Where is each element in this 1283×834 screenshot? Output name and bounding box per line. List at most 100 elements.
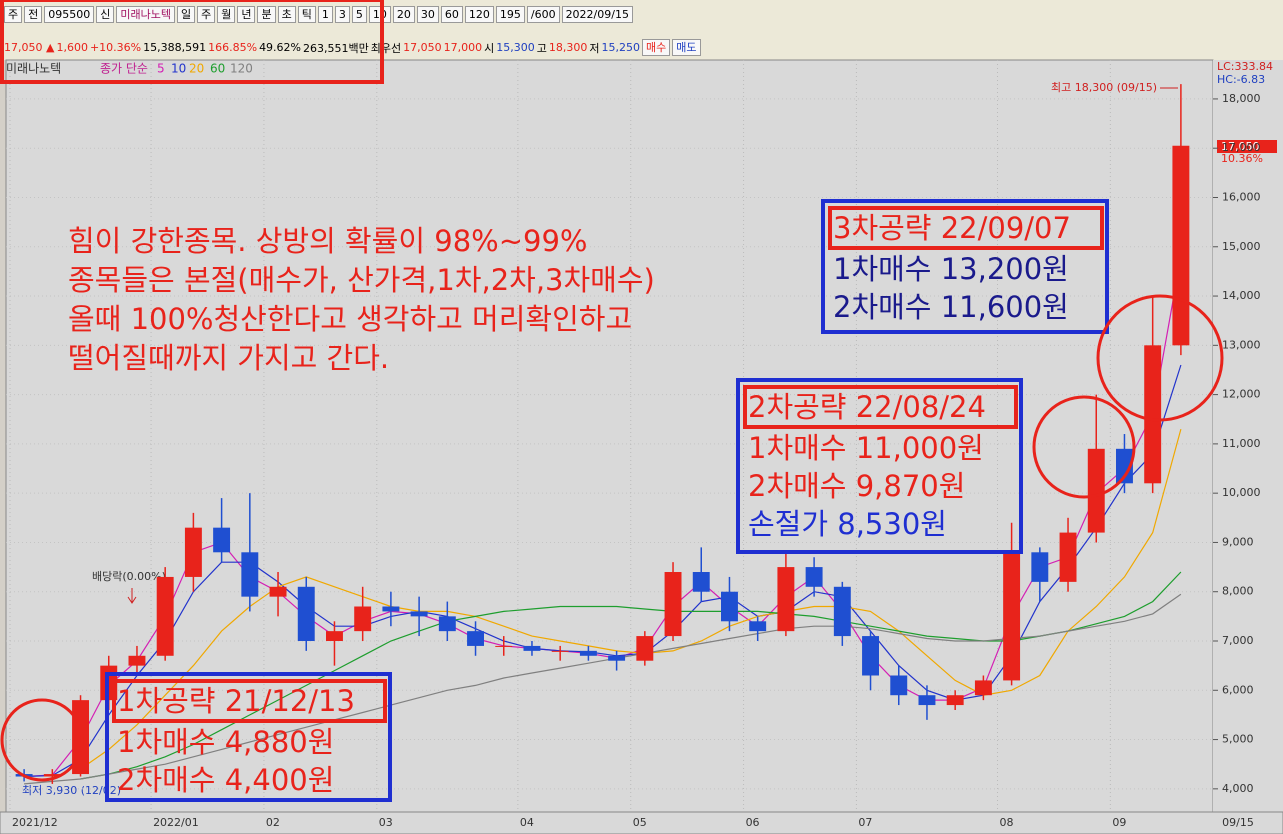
toolbar-item[interactable]: 시 xyxy=(484,41,495,55)
candle-body xyxy=(974,680,992,696)
candle-body xyxy=(692,572,710,592)
toolbar-item[interactable]: 15,250 xyxy=(601,41,641,54)
toolbar-item[interactable]: +10.36% xyxy=(89,41,142,54)
toolbar-item[interactable]: 틱 xyxy=(297,6,316,23)
callout-line: 2차매수 11,600원 xyxy=(833,290,1069,324)
toolbar-item[interactable]: 분 xyxy=(257,6,276,23)
toolbar-item[interactable]: 5 xyxy=(351,6,367,23)
callout-title-box xyxy=(112,679,387,723)
candle-body xyxy=(156,576,174,656)
callout-title-box xyxy=(743,385,1018,429)
candle-body xyxy=(890,675,908,696)
candle-body xyxy=(213,527,231,553)
x-tick-label: 05 xyxy=(633,816,647,829)
toolbar-item[interactable]: 17,000 xyxy=(443,41,483,54)
x-tick-label: 02 xyxy=(266,816,280,829)
callout-line: 1차매수 11,000원 xyxy=(748,431,984,465)
toolbar-item[interactable]: 1,600 xyxy=(56,41,88,54)
candle-body xyxy=(946,695,964,706)
toolbar-item[interactable]: 195 xyxy=(495,6,525,23)
toolbar: 주 전 095500 신 미래나노텍 일 주 월 년 분 초 틱 1 3 5 10 20 30 60 120 195/6… xyxy=(0,0,1283,60)
callout-title: 1차공략 21/12/13 xyxy=(117,684,355,718)
toolbar-item[interactable]: 고 xyxy=(536,41,547,55)
callout-box xyxy=(821,199,1109,334)
toolbar-item[interactable]: 매도 xyxy=(672,39,701,56)
candle-body xyxy=(128,655,146,666)
toolbar-item[interactable]: 1 xyxy=(317,6,333,23)
candle-body xyxy=(1144,345,1162,484)
candle-body xyxy=(636,636,654,661)
y-tick-label: 7,000 xyxy=(1222,634,1254,647)
y-tick-label: 17,000 xyxy=(1222,141,1261,154)
candle-body xyxy=(1059,532,1077,582)
toolbar-item[interactable]: 신 xyxy=(96,6,115,23)
note-line: 종목들은 본절(매수가, 산가격,1차,2차,3차매수) xyxy=(68,263,655,297)
callout-title: 3차공략 22/09/07 xyxy=(833,211,1071,245)
candle-body xyxy=(664,572,682,637)
toolbar-item[interactable]: 263,551백만 xyxy=(303,41,369,55)
toolbar-item[interactable]: 095500 xyxy=(44,6,95,23)
candle-body xyxy=(495,645,513,647)
toolbar-item[interactable]: 2022/09/15 xyxy=(561,6,633,23)
toolbar-item[interactable]: 166.85% xyxy=(208,41,258,54)
toolbar-item[interactable]: 매수 xyxy=(642,39,671,56)
toolbar-item[interactable]: /600 xyxy=(526,6,560,23)
callout-title-box xyxy=(828,206,1104,250)
y-tick-label: 5,000 xyxy=(1222,733,1254,746)
toolbar-item[interactable]: 3 xyxy=(334,6,350,23)
legend-entry: 120 xyxy=(230,62,253,76)
y-tick-label: 18,000 xyxy=(1222,92,1261,105)
toolbar-item[interactable]: 60 xyxy=(440,6,463,23)
circle xyxy=(1032,395,1136,499)
y-tick-label: 12,000 xyxy=(1222,388,1261,401)
toolbar-item[interactable]: 최우선 xyxy=(370,41,402,55)
y-tick-label: 9,000 xyxy=(1222,535,1254,548)
toolbar-item[interactable]: 17,050 ▲ xyxy=(4,41,55,54)
high-label: 최고 18,300 (09/15) xyxy=(1051,81,1157,94)
note-line: 올때 100%청산한다고 생각하고 머리확인하고 xyxy=(68,302,632,336)
x-tick-label: 04 xyxy=(520,816,534,829)
toolbar-item[interactable]: 일 xyxy=(176,6,196,23)
ma-line xyxy=(24,593,1182,785)
annotations: 힘이 강한종목. 상방의 확률이 98%~99% 종목들은 본절(매수가, 산가격… xyxy=(68,199,1109,802)
toolbar-item[interactable]: 초 xyxy=(277,6,296,23)
legend-entry: 5 xyxy=(157,62,165,76)
y-tick-label: 16,000 xyxy=(1222,190,1261,203)
candle-body xyxy=(438,616,456,632)
toolbar-item[interactable]: 전 xyxy=(24,6,43,23)
toolbar-item[interactable]: 20 xyxy=(392,6,415,23)
candle-body xyxy=(1116,448,1133,484)
toolbar-item[interactable]: 15,300 xyxy=(496,41,535,54)
callout-line: 1차매수 13,200원 xyxy=(833,252,1069,286)
candle-body xyxy=(326,631,343,642)
last-change: 10.36% xyxy=(1221,152,1263,165)
candle-body xyxy=(1031,552,1049,582)
candle-body xyxy=(608,655,626,661)
toolbar-item[interactable]: 49.62% xyxy=(259,41,302,54)
x-tick-label: 03 xyxy=(379,816,393,829)
last-price-box xyxy=(1217,140,1277,153)
legend-entry: 10 xyxy=(171,62,186,76)
toolbar-item[interactable]: 월 xyxy=(217,6,236,23)
x-tick-label: 07 xyxy=(858,816,872,829)
candle-body xyxy=(721,591,738,622)
toolbar-item[interactable]: 18,300 xyxy=(548,41,588,54)
toolbar-item[interactable]: 30 xyxy=(416,6,439,23)
candle-body xyxy=(1172,145,1190,346)
legend-entry: 60 xyxy=(210,62,225,76)
candle-body xyxy=(43,774,61,777)
candle-body xyxy=(297,586,315,642)
y-tick-label: 8,000 xyxy=(1222,585,1254,598)
quote-row: 17,050 ▲ 1,600 +10.36% 15,388,591 166.85% 49.… xyxy=(4,38,701,57)
y-axis-area xyxy=(1213,60,1283,834)
dividend-label: 배당락(0.00%) xyxy=(92,570,166,583)
toolbar-item[interactable]: 주 xyxy=(197,6,216,23)
toolbar-item[interactable]: 미래나노텍 xyxy=(116,6,175,23)
toolbar-item[interactable]: 저 xyxy=(589,41,600,55)
lc-label: LC:333.84 xyxy=(1217,60,1273,73)
toolbar-item[interactable]: 주 xyxy=(4,6,23,23)
toolbar-item[interactable]: 17,050 xyxy=(403,41,442,54)
toolbar-item[interactable]: 년 xyxy=(237,6,256,23)
toolbar-item[interactable]: 15,388,591 xyxy=(143,41,207,54)
toolbar-item[interactable]: 120 xyxy=(464,6,494,23)
